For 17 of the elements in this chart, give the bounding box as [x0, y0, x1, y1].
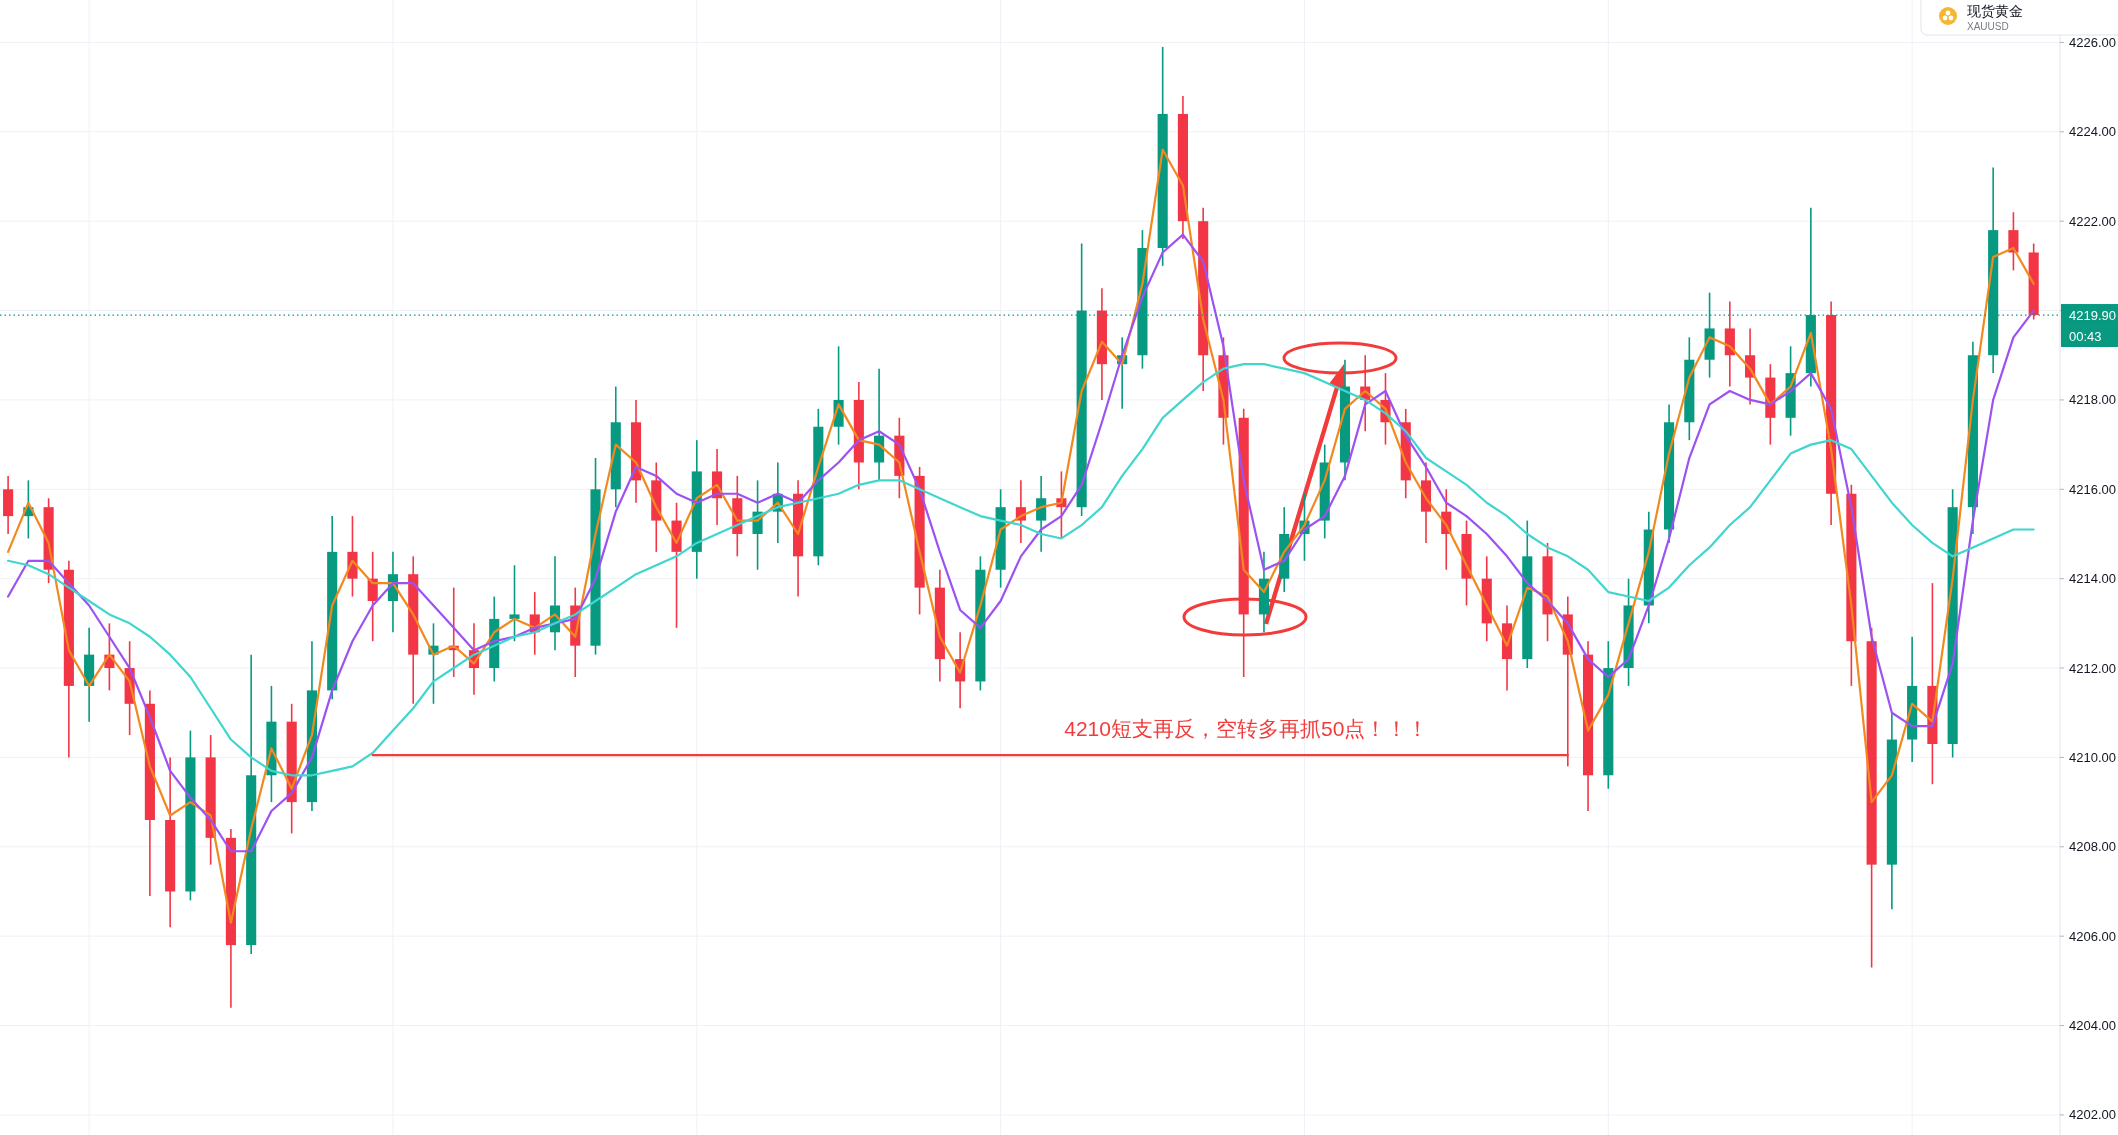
symbol-name: 现货黄金 [1967, 3, 2023, 19]
annotation: 4210短支再反，空转多再抓50点！！！ [1064, 717, 1429, 741]
y-tick-label: 4226.00 [2069, 34, 2116, 50]
y-tick-label: 4204.00 [2069, 1018, 2116, 1033]
y-tick-label: 4208.00 [2069, 839, 2116, 855]
countdown: 00:43 [2069, 329, 2102, 345]
y-tick-label: 4216.00 [2069, 481, 2116, 497]
symbol-code: XAUUSD [1967, 21, 2009, 32]
y-tick-label: 4214.00 [2069, 571, 2116, 587]
y-tick-label: 4222.00 [2069, 213, 2116, 229]
y-tick-label: 4224.00 [2069, 124, 2116, 140]
y-tick-label: 4202.00 [2069, 1107, 2116, 1123]
y-tick-label: 4206.00 [2069, 928, 2116, 944]
y-tick-label: 4218.00 [2069, 392, 2116, 408]
y-tick-label: 4212.00 [2069, 660, 2116, 676]
ref-line-label: 4219.90 [2069, 307, 2116, 323]
y-tick-label: 4210.00 [2069, 749, 2116, 765]
